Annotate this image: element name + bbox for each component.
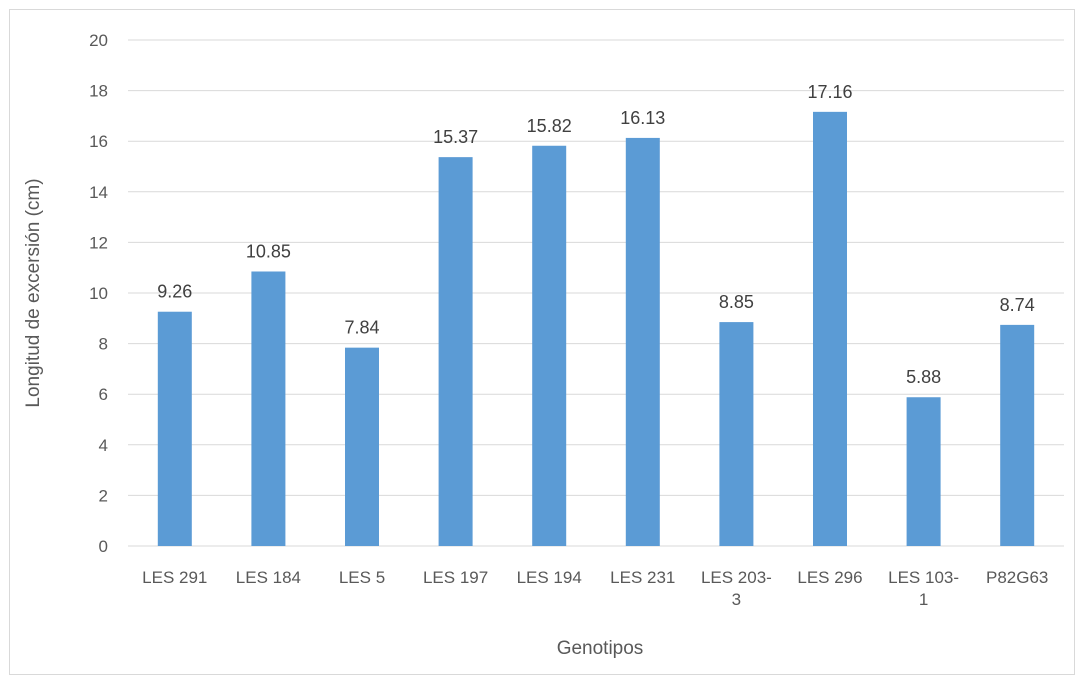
data-label: 8.85	[719, 292, 754, 312]
data-label: 9.26	[157, 282, 192, 302]
data-label: 5.88	[906, 367, 941, 387]
x-category-label: P82G63	[986, 568, 1048, 587]
y-tick-label: 4	[99, 436, 108, 455]
bar	[157, 311, 192, 546]
data-label: 7.84	[344, 318, 379, 338]
y-tick-label: 16	[89, 132, 108, 151]
bar	[813, 111, 847, 547]
data-label: 15.37	[433, 127, 478, 147]
x-category-label: LES 184	[236, 568, 301, 587]
y-tick-label: 0	[99, 537, 108, 556]
y-tick-label: 10	[89, 284, 108, 303]
x-category-label: LES 203-3	[701, 568, 772, 609]
y-axis-ticks: 0 2 4 6 8 10 12 14 16 18 20	[89, 31, 108, 556]
x-category-label: LES 103-1	[888, 568, 959, 609]
data-labels: 9.26 10.85 7.84 15.37 15.82 16.13 8.85 17.16 5.8…	[157, 82, 1034, 387]
y-tick-label: 6	[99, 385, 108, 404]
x-axis-title: Genotipos	[557, 638, 644, 659]
bar	[719, 322, 754, 546]
x-category-label: LES 197	[423, 568, 488, 587]
bar	[1000, 324, 1035, 546]
data-label: 10.85	[246, 241, 291, 261]
y-tick-label: 8	[99, 335, 108, 354]
y-tick-label: 18	[89, 82, 108, 101]
x-category-label: LES 194	[517, 568, 582, 587]
y-tick-label: 2	[99, 486, 108, 505]
bar	[251, 271, 286, 546]
x-axis-categories: LES 291 LES 184 LES 5 LES 197 LES 194 LES 231…	[142, 568, 1048, 609]
bar	[625, 137, 660, 546]
data-label: 17.16	[807, 82, 852, 102]
bar	[906, 397, 941, 546]
data-label: 8.74	[1000, 295, 1035, 315]
bar	[438, 157, 473, 546]
x-category-label: LES 5	[339, 568, 385, 587]
y-axis-title: Longitud de excersión (cm)	[23, 178, 44, 407]
bars	[157, 111, 1035, 547]
x-category-label: LES 291	[142, 568, 207, 587]
x-category-label: LES 296	[797, 568, 862, 587]
y-tick-label: 12	[89, 233, 108, 252]
data-label: 15.82	[527, 116, 572, 136]
bar	[532, 145, 567, 546]
y-tick-label: 14	[89, 183, 108, 202]
data-label: 16.13	[620, 108, 665, 128]
y-tick-label: 20	[89, 31, 108, 50]
x-category-label: LES 231	[610, 568, 675, 587]
bar	[345, 347, 379, 546]
